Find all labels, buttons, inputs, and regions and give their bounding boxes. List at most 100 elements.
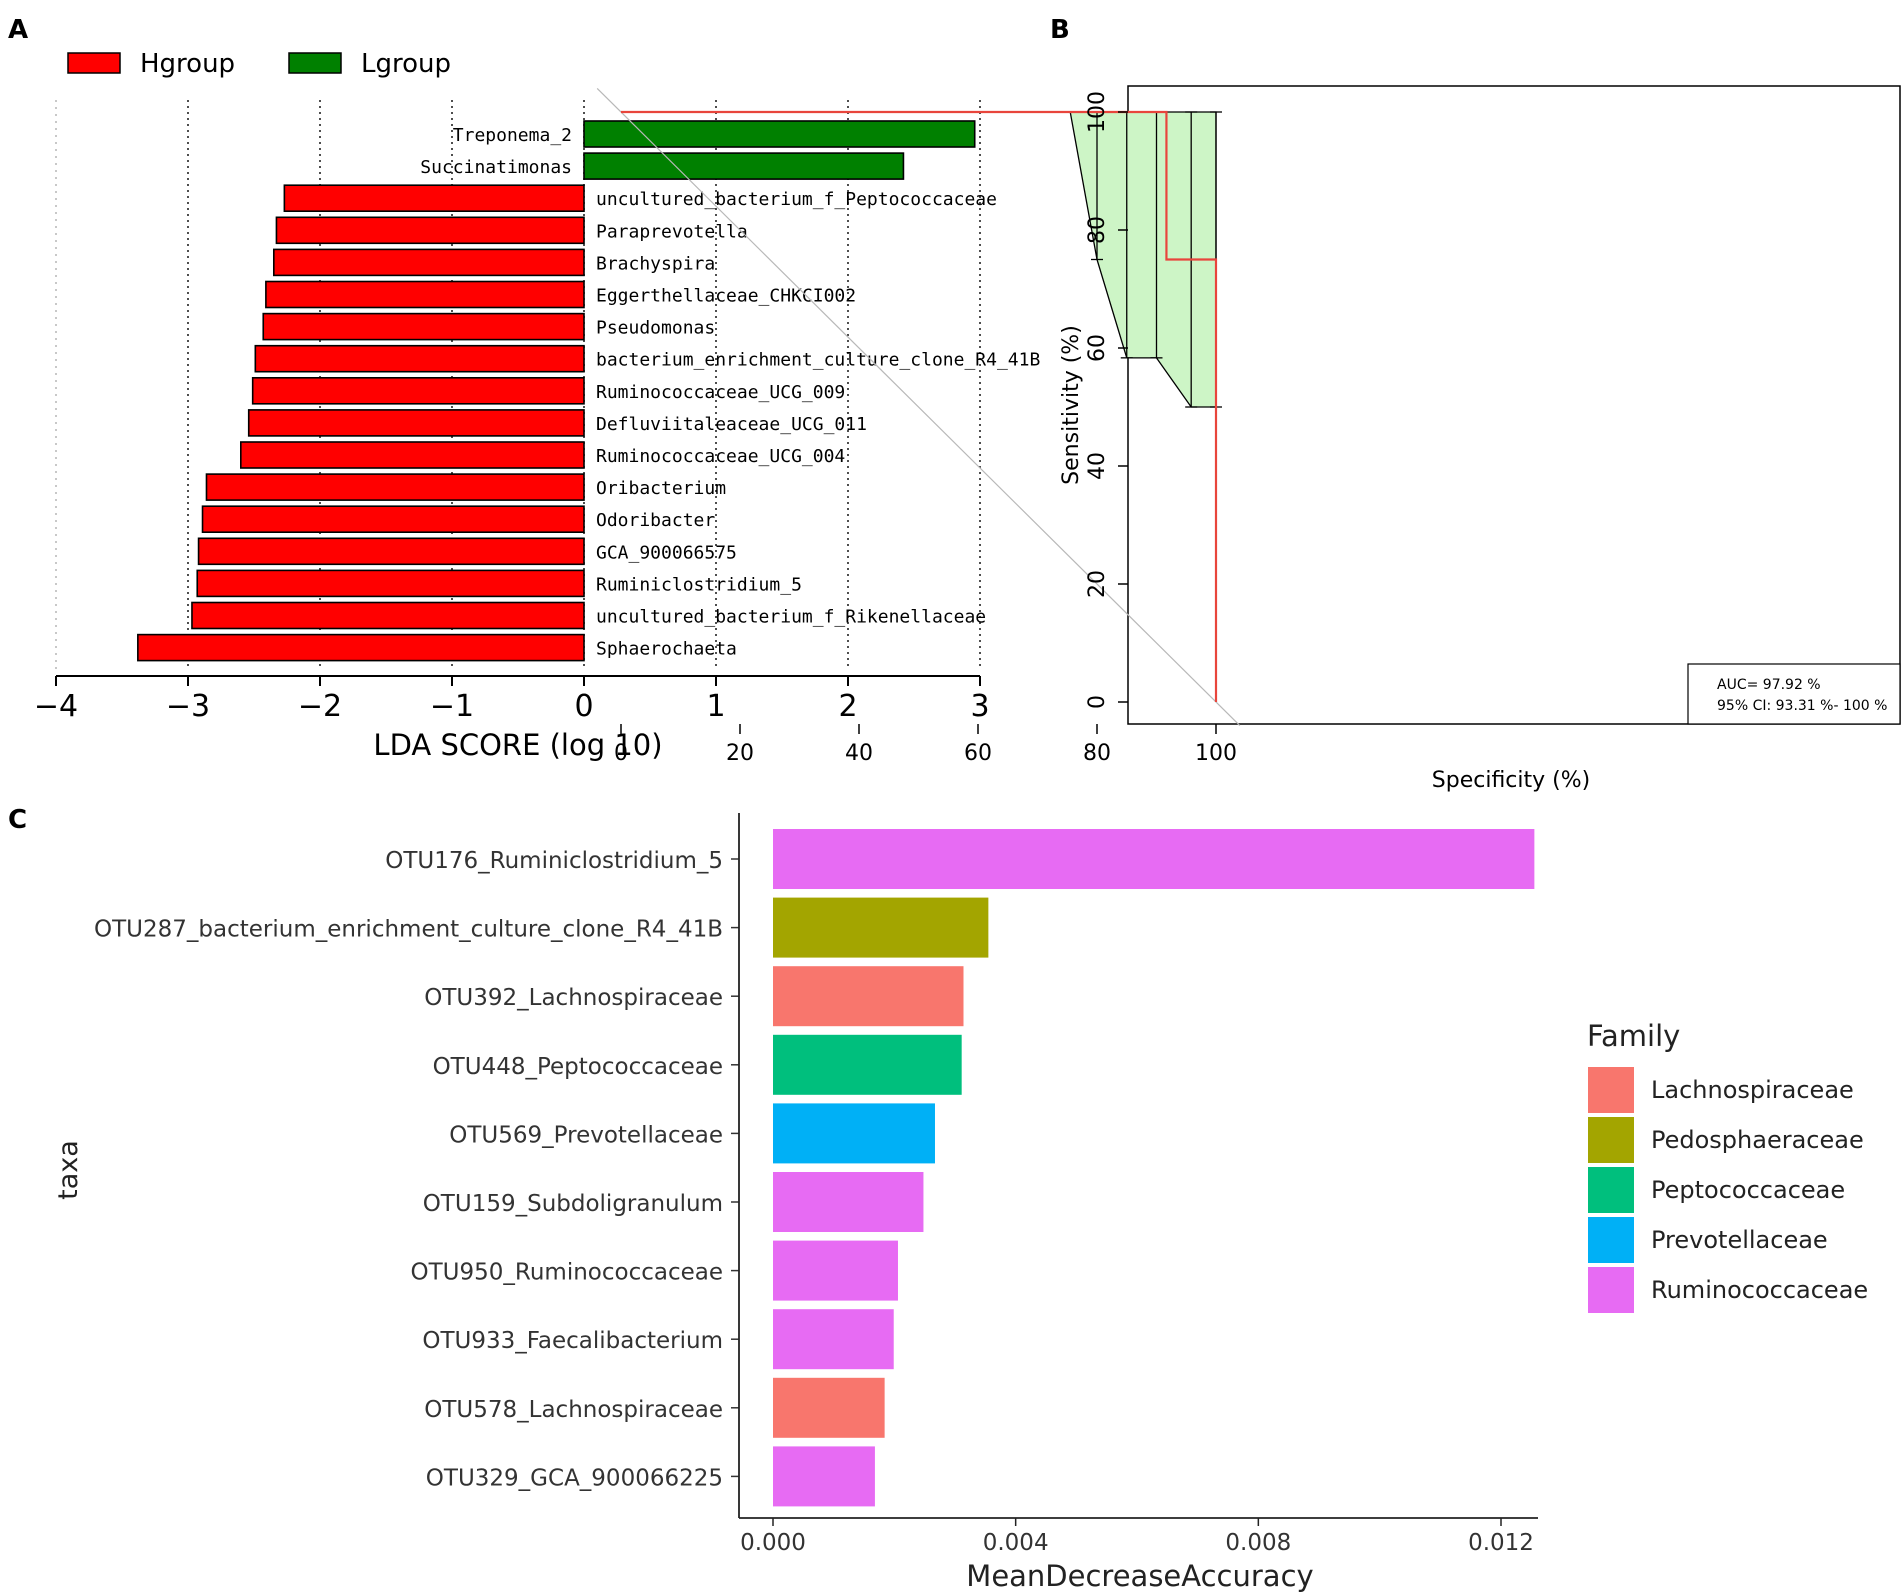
bar-label-oribacterium: Oribacterium [596,478,726,499]
bar-ruminococcaceae-ucg-004 [240,441,585,469]
roc-curve [621,110,1218,702]
bar-label-uncultured-bacterium-f-peptococcaceae: uncultured_bacterium_f_Peptococcaceae [596,189,997,210]
x-tick-label-b: 40 [845,741,873,766]
x-tick-label-a: −4 [34,689,78,724]
bar-label-succinatimonas: Succinatimonas [420,157,572,178]
legend-swatch-ruminococcaceae [1588,1267,1634,1313]
legend-label-lachnospiraceae: Lachnospiraceae [1651,1076,1854,1104]
legend-label-pedosphaeraceae: Pedosphaeraceae [1651,1126,1864,1154]
axes-c: 0.000 0.004 0.008 0.012 [738,813,1538,1556]
legend-swatch-prevotellaceae [1588,1217,1634,1263]
bar-label-otu950-ruminococcaceae: OTU950_Ruminococcaceae [411,1260,724,1286]
bar-label-pseudomonas: Pseudomonas [596,318,715,339]
bar-brachyspira [272,248,585,277]
bar-paraprevotella [275,216,585,245]
legend-swatch-peptococcaceae [1588,1167,1634,1213]
panel-label-b: B [1050,15,1070,45]
bar-sphaerochaeta [137,633,585,662]
x-axis-title-c: MeanDecreaseAccuracy [966,1559,1313,1593]
bar-otu392-lachnospiraceae [773,966,964,1027]
legend-label-prevotellaceae: Prevotellaceae [1651,1226,1828,1254]
legend-a: Hgroup Lgroup [67,49,451,79]
bar-label-otu448-peptococcaceae: OTU448_Peptococcaceae [433,1054,723,1080]
bar-label-otu569-prevotellaceae: OTU569_Prevotellaceae [449,1122,723,1148]
bar-otu950-ruminococcaceae [773,1240,898,1301]
bar-label-otu287-bacterium-enrichment-culture-clone-r4-41b: OTU287_bacterium_enrichment_culture_clon… [94,917,723,943]
x-tick-label-a: −2 [298,689,342,724]
x-tick-label-c: 0.004 [983,1530,1049,1556]
bar-eggerthellaceae-chkci002 [265,280,585,309]
bar-defluviitaleaceae-ucg-011 [247,409,585,437]
bar-label-ruminiclostridium-5: Ruminiclostridium_5 [596,574,802,595]
x-tick-label-a: 1 [706,689,725,724]
ci-text: 95% CI: 93.31 %- 100 % [1717,698,1887,714]
x-tick-label-a: 0 [574,689,593,724]
bar-label-eggerthellaceae-chkci002: Eggerthellaceae_CHKCI002 [596,286,856,307]
bar-uncultured-bacterium-f-rikenellaceae [191,601,585,630]
x-tick-label-b: 20 [726,741,754,766]
bar-label-ruminococcaceae-ucg-004: Ruminococcaceae_UCG_004 [596,446,845,467]
x-tick-label-a: −1 [430,689,474,724]
y-tick-label-b: 100 [1085,91,1110,133]
y-axis-title-b: Sensitivity (%) [1059,325,1084,485]
bar-uncultured-bacterium-f-peptococcaceae [283,184,585,212]
bar-label-otu159-subdoligranulum: OTU159_Subdoligranulum [423,1191,723,1217]
auc-text: AUC= 97.92 % [1717,677,1821,693]
bars-c [773,829,1535,1507]
bar-label-defluviitaleaceae-ucg-011: Defluviitaleaceae_UCG_011 [596,414,867,435]
legend-label-peptococcaceae: Peptococcaceae [1651,1176,1845,1204]
roc-lines-b [596,87,1241,727]
x-tick-label-a: 3 [970,689,989,724]
x-tick-label-a: 2 [838,689,857,724]
bar-oribacterium [205,473,585,501]
x-tick-label-c: 0.012 [1468,1530,1534,1556]
legend-swatch-hgroup [67,52,121,74]
bar-otu933-faecalibacterium [773,1309,894,1370]
axes-b: 100 80 60 40 20 0 0 20 40 60 80 100 [614,91,1237,766]
bar-label-paraprevotella: Paraprevotella [596,221,748,242]
bar-label-uncultured-bacterium-f-rikenellaceae: uncultured_bacterium_f_Rikenellaceae [596,607,986,628]
legend-label-lgroup: Lgroup [361,49,451,79]
bar-otu569-prevotellaceae [773,1103,935,1164]
y-tick-label-b: 60 [1085,334,1110,362]
bar-bacterium-enrichment-culture-clone-r4-41b [254,344,585,373]
legend-label-ruminococcaceae: Ruminococcaceae [1651,1276,1868,1304]
x-tick-label-b: 80 [1083,741,1111,766]
bar-label-brachyspira: Brachyspira [596,253,715,274]
bar-label-otu329-gca-900066225: OTU329_GCA_900066225 [426,1465,723,1491]
legend-c: Family Lachnospiraceae Pedosphaeraceae Pep… [1587,1019,1868,1313]
bar-otu176-ruminiclostridium-5 [773,829,1535,889]
y-tick-label-b: 0 [1085,695,1110,709]
x-tick-label-b: 0 [614,741,628,766]
bar-label-gca-900066575: GCA_900066575 [596,542,737,563]
x-tick-label-b: 100 [1195,741,1237,766]
bar-ruminococcaceae-ucg-009 [251,376,585,405]
bar-label-sphaerochaeta: Sphaerochaeta [596,639,737,660]
x-tick-label-c: 0.000 [740,1530,806,1556]
panel-c-importance-chart: OTU176_Ruminiclostridium_5 OTU287_bacteri… [53,813,1868,1593]
bar-label-odoribacter: Odoribacter [596,510,715,531]
bar-otu287-bacterium-enrichment-culture-clone-r4-41b [773,897,989,958]
panel-b-roc-chart: 100 80 60 40 20 0 0 20 40 60 80 100 Specificity (%)… [596,85,1901,793]
legend-swatch-lachnospiraceae [1588,1067,1634,1113]
panel-label-a: A [8,15,28,45]
x-axis-title-b: Specificity (%) [1432,768,1590,793]
legend-swatch-lgroup [288,52,342,74]
x-tick-label-a: −3 [166,689,210,724]
bar-succinatimonas [583,152,905,180]
bar-ruminiclostridium-5 [196,569,585,598]
x-tick-label-c: 0.008 [1225,1530,1291,1556]
bar-label-otu176-ruminiclostridium-5: OTU176_Ruminiclostridium_5 [385,848,723,874]
category-labels-c: OTU176_Ruminiclostridium_5 OTU287_bacteri… [94,848,739,1491]
plot-frame-b [1127,85,1901,725]
bar-label-treponema-2: Treponema_2 [453,125,572,146]
panel-a-lefse-chart: Hgroup Lgroup Treponema_2 Succinatimonas u… [34,49,1040,762]
bars-a [137,120,976,662]
bar-label-otu933-faecalibacterium: OTU933_Faecalibacterium [422,1328,723,1354]
x-axis-a: −4 −3 −2 −1 0 1 2 3 [34,675,990,724]
diagonal-reference-line [596,87,1241,727]
y-tick-label-b: 80 [1085,216,1110,244]
bar-label-bacterium-enrichment-culture-clone-r4-41b: bacterium_enrichment_culture_clone_R4_41… [596,350,1040,371]
bar-pseudomonas [262,312,585,341]
